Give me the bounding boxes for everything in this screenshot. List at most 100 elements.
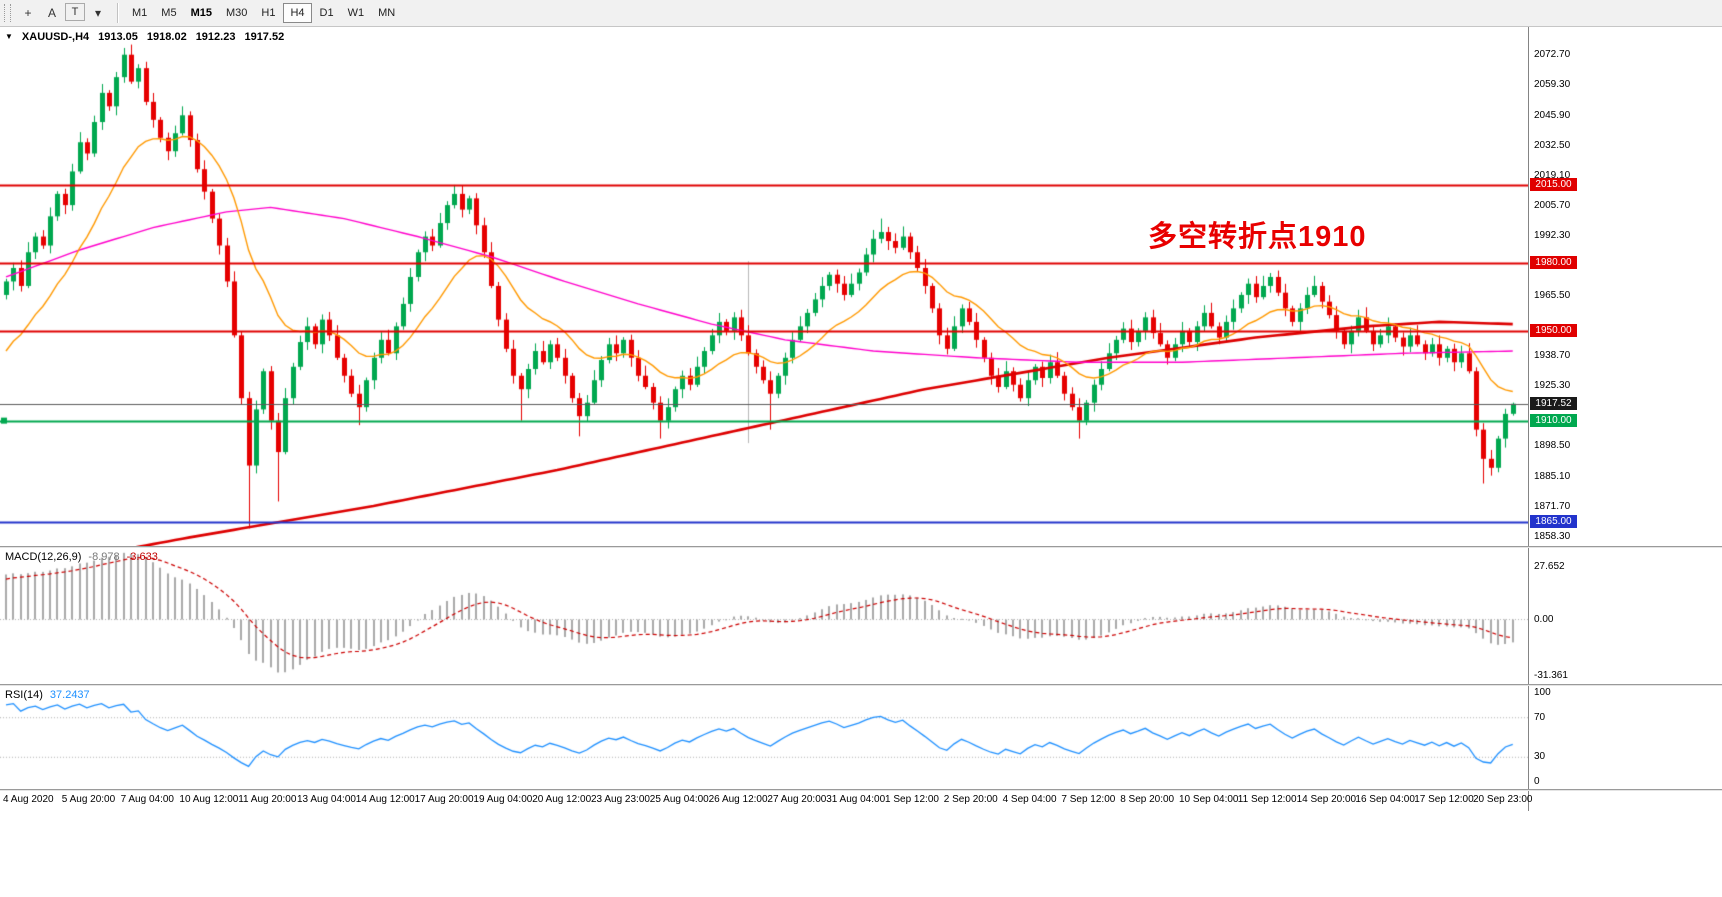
macd-canvas[interactable] [0,548,1528,684]
time-label: 14 Sep 20:00 [1296,794,1357,805]
toolbar-grip[interactable] [4,4,11,22]
rsi-panel[interactable]: RSI(14) 37.2437 100 70 30 0 [0,686,1722,789]
toolbar-separator [117,3,118,23]
panel-separator[interactable] [0,789,1722,791]
rsi-header: RSI(14) 37.2437 [5,689,90,701]
time-label: 17 Aug 20:00 [414,794,474,805]
crosshair-tool-button[interactable]: + [24,6,32,20]
time-label: 19 Aug 04:00 [473,794,533,805]
timeframe-m30[interactable]: M30 [225,7,248,19]
macd-axis[interactable]: 27.652 0.00 -31.361 [1528,548,1722,684]
timeframe-m1[interactable]: M1 [132,7,148,19]
ohlc-high: 1918.02 [146,31,187,43]
price-tick: 1965.50 [1534,290,1571,302]
rsi-axis-label: 70 [1534,711,1546,723]
price-tick: 2059.30 [1534,79,1571,91]
timeframe-buttons: M1 M5 M15 M30 H1 H4 D1 W1 MN [126,3,401,23]
time-label: 11 Sep 12:00 [1237,794,1297,805]
price-tick: 1925.30 [1534,380,1571,392]
price-tick: 1938.70 [1534,350,1571,362]
time-label: 8 Sep 20:00 [1120,794,1175,805]
timeframe-m5[interactable]: M5 [161,7,177,19]
time-label: 4 Sep 04:00 [1002,794,1057,805]
time-label: 20 Aug 12:00 [532,794,592,805]
resistance-2015-label: 2015.00 [1530,177,1577,191]
macd-label: MACD(12,26,9) [5,551,82,563]
bottom-filler [0,811,1722,897]
time-label: 25 Aug 04:00 [649,794,709,805]
price-tick: 1885.10 [1534,470,1571,482]
drawing-tools: + A T ▾ [17,3,109,23]
macd-main-value: -8.978 [88,551,120,563]
price-tick: 2072.70 [1534,49,1571,61]
textbox-tool-button[interactable]: T [65,3,85,21]
price-axis[interactable]: 2072.70 2059.30 2045.90 2032.50 2019.10 2005.… [1528,27,1722,546]
time-label: 1 Sep 12:00 [885,794,939,805]
rsi-canvas[interactable] [0,686,1528,789]
macd-axis-label: -31.361 [1534,670,1568,681]
rsi-axis-label: 100 [1534,687,1551,698]
toolbar: + A T ▾ M1 M5 M15 M30 H1 H4 D1 W1 MN [0,0,1722,27]
text-tool-button[interactable]: A [47,6,56,20]
symbol-timeframe: XAUUSD-,H4 [21,31,90,43]
panel-separator[interactable] [0,546,1722,548]
price-tick: 2032.50 [1534,139,1571,151]
timeframe-mn[interactable]: MN [378,7,396,19]
price-tick: 2005.70 [1534,199,1571,211]
time-label: 10 Sep 04:00 [1179,794,1239,805]
timeframe-h1[interactable]: H1 [261,7,276,19]
timeframe-m15[interactable]: M15 [190,7,212,19]
price-tick: 1992.30 [1534,229,1571,241]
resistance-1980-label: 1980.00 [1530,256,1577,270]
rsi-label: RSI(14) [5,689,43,701]
macd-panel[interactable]: MACD(12,26,9) -8.978 -3.633 27.652 0.00 -3… [0,548,1722,684]
rsi-axis[interactable]: 100 70 30 0 [1528,686,1722,789]
macd-header: MACD(12,26,9) -8.978 -3.633 [5,551,158,563]
ohlc-low: 1912.23 [195,31,236,43]
panel-separator[interactable] [0,684,1722,686]
time-label: 31 Aug 04:00 [826,794,886,805]
support-1910-label: 1910.00 [1530,413,1577,427]
time-label: 23 Aug 23:00 [591,794,650,805]
current-price-label: 1917.52 [1530,396,1577,410]
support-1865-label: 1865.00 [1530,514,1577,528]
timeframe-h4[interactable]: H4 [283,3,312,23]
symbol-header: ▼ XAUUSD-,H4 1913.05 1918.02 1912.23 191… [5,31,284,43]
price-tick: 1898.50 [1534,440,1571,452]
time-label: 26 Aug 12:00 [708,794,768,805]
time-axis-corner [1528,791,1722,811]
timeframe-d1[interactable]: D1 [319,7,334,19]
time-axis[interactable]: 4 Aug 2020 5 Aug 20:00 7 Aug 04:00 10 Aug 1… [0,791,1722,811]
price-tick: 1858.30 [1534,530,1571,542]
price-tick: 2019.10 [1534,169,1571,181]
rsi-axis-label: 30 [1534,751,1546,763]
chart-dropdown-icon[interactable]: ▼ [5,32,13,41]
time-label: 7 Aug 04:00 [120,794,174,805]
resistance-1950-label: 1950.00 [1530,323,1577,337]
time-label: 16 Sep 04:00 [1355,794,1415,805]
time-label: 11 Aug 20:00 [238,794,297,805]
time-label: 13 Aug 04:00 [297,794,356,805]
macd-axis-label: 27.652 [1534,560,1565,572]
time-label: 5 Aug 20:00 [61,794,116,805]
macd-signal-value: -3.633 [126,551,158,563]
time-label: 14 Aug 12:00 [355,794,415,805]
timeframe-w1[interactable]: W1 [347,7,365,19]
time-label: 7 Sep 12:00 [1061,794,1116,805]
price-tick: 2045.90 [1534,109,1571,121]
macd-axis-label: 0.00 [1534,613,1554,625]
time-label: 17 Sep 12:00 [1414,794,1474,805]
candlestick-canvas[interactable] [0,27,1528,546]
ohlc-open: 1913.05 [98,31,138,43]
time-label: 2 Sep 20:00 [943,794,998,805]
time-label: 27 Aug 20:00 [767,794,827,805]
annotation-text[interactable]: 多空转折点1910 [1148,221,1367,253]
time-label: 4 Aug 2020 [3,794,54,805]
price-tick: 1871.70 [1534,500,1571,512]
rsi-axis-label: 0 [1534,776,1540,787]
main-chart-panel[interactable]: ▼ XAUUSD-,H4 1913.05 1918.02 1912.23 191… [0,27,1722,546]
shapes-dropdown-button[interactable]: ▾ [94,6,102,20]
rsi-value: 37.2437 [49,689,90,701]
time-label: 10 Aug 12:00 [179,794,239,805]
time-label: 20 Sep 23:00 [1473,794,1533,805]
